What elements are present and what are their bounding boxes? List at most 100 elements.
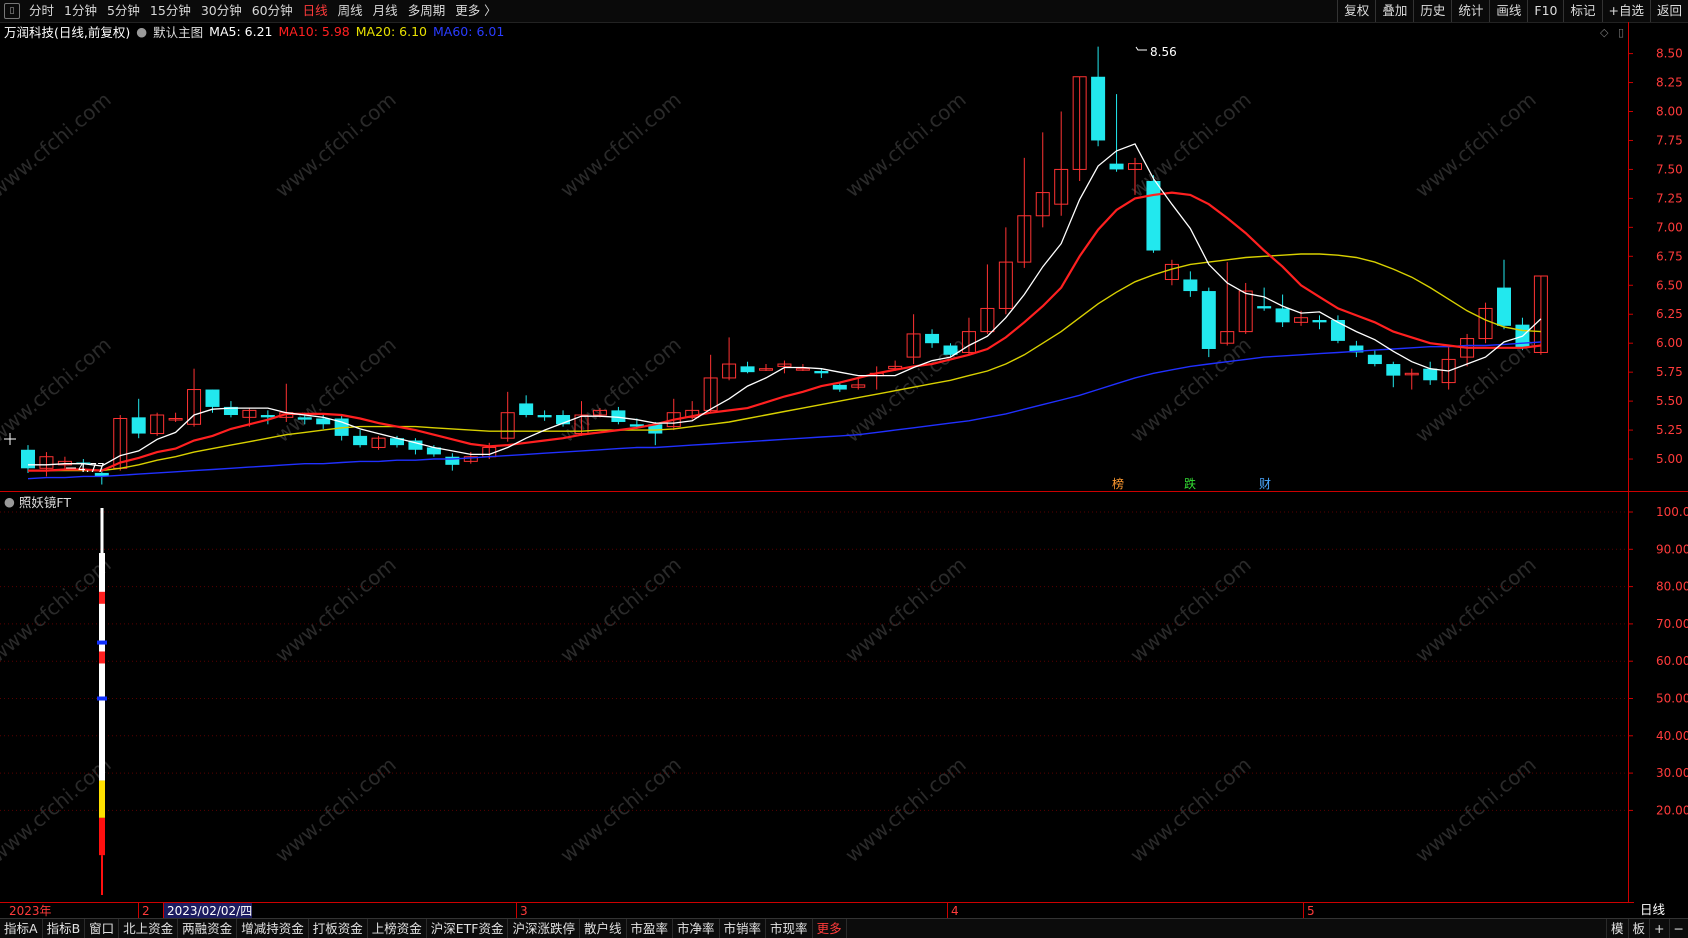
candle-body (925, 333, 940, 344)
period-indicator[interactable]: 日线 (1640, 902, 1666, 917)
price-tick-label: 8.25 (1656, 76, 1683, 90)
toolbar-button-6[interactable]: 标记 (1563, 0, 1601, 22)
bottom-tab-14[interactable]: 市现率 (766, 919, 813, 938)
settings-circle-icon[interactable]: ● (136, 23, 148, 39)
period-tab-5[interactable]: 60分钟 (251, 3, 293, 18)
annotations: 8.56 4.77 榜 跌 财 ◇ ▯ (4, 26, 1624, 491)
bottom-control-3[interactable]: − (1668, 919, 1688, 938)
candle-body (1294, 317, 1309, 323)
toolbar-button-5[interactable]: F10 (1527, 0, 1563, 22)
bottom-tab-10[interactable]: 散户线 (580, 919, 627, 938)
bottom-tab-9[interactable]: 沪深涨跌停 (508, 919, 580, 938)
bottom-tab-12[interactable]: 市净率 (673, 919, 720, 938)
bottom-tab-7[interactable]: 上榜资金 (368, 919, 427, 938)
candle-body (1238, 290, 1253, 333)
period-tab-0[interactable]: 分时 (29, 3, 55, 18)
panel-icon: ▯ (1618, 26, 1624, 39)
period-tab-9[interactable]: 多周期 (407, 3, 446, 18)
candle-body (1017, 215, 1032, 263)
candle-body (1478, 307, 1493, 340)
candle-body (1109, 163, 1124, 170)
price-tick-label: 5.75 (1656, 365, 1683, 379)
candle-body (205, 389, 220, 407)
bottom-tab-0[interactable]: 指标A (0, 919, 43, 938)
period-tabs: ▯ 分时 1分钟 5分钟 15分钟 30分钟 60分钟 日线 周线 月线 多周期 更多 〉 (0, 0, 502, 22)
sub-tick-label: 40.00 (1656, 729, 1688, 743)
watermark-text: www.cfchi.com (840, 87, 970, 202)
sub-tick-label: 20.00 (1656, 803, 1688, 817)
ma60-line (27, 341, 1541, 480)
candle-body (980, 307, 995, 333)
toolbar-button-1[interactable]: 叠加 (1375, 0, 1413, 22)
bottom-tab-2[interactable]: 窗口 (85, 919, 120, 938)
price-tick-label: 7.75 (1656, 133, 1683, 147)
sub-bar-white (99, 553, 105, 781)
settings-circle-icon[interactable]: ● (4, 493, 15, 509)
candle-body (1533, 275, 1548, 353)
bottom-indicator-bar: 指标A 指标B 窗口 北上资金 两融资金 增减持资金 打板资金 上榜资金 沪深ETF资金 沪深涨跌… (0, 918, 1688, 938)
period-tab-4[interactable]: 30分钟 (200, 3, 242, 18)
period-tab-1[interactable]: 1分钟 (64, 3, 97, 18)
high-price-arrow (1135, 46, 1147, 51)
candle-body (1497, 287, 1511, 326)
price-tick-label: 5.00 (1656, 452, 1683, 466)
sub-axis: 100.0 90.00 80.00 70.00 60.00 50.00 40.00 30.00… (1628, 505, 1688, 817)
candle-body (1330, 320, 1345, 341)
candle-body (1146, 181, 1161, 251)
candle-body (1423, 368, 1438, 381)
bottom-tab-13[interactable]: 市销率 (720, 919, 767, 938)
kline-chart[interactable]: www.cfchi.com www.cfchi.com www.cfchi.com w… (0, 0, 1688, 902)
candle-body (223, 406, 238, 416)
period-tab-6[interactable]: 日线 (302, 3, 328, 18)
watermark-text: www.cfchi.com (0, 87, 116, 202)
candle-body (629, 424, 644, 427)
period-tab-3[interactable]: 15分钟 (149, 3, 191, 18)
date-axis: 2023年 2 2023/02/02/四 3 4 5 (0, 902, 1634, 919)
period-tab-8[interactable]: 月线 (372, 3, 398, 18)
candle-body (814, 370, 829, 374)
sub-chart-label[interactable]: 照妖镜FT (18, 494, 72, 510)
price-axis: 8.50 8.25 8.00 7.75 7.50 7.25 7.00 6.75 6.50 6.25… (1628, 47, 1683, 466)
price-tick-label: 7.00 (1656, 220, 1683, 234)
bottom-control-1[interactable]: 板 (1627, 919, 1650, 938)
sub-chart-header: ● 照妖镜FT (0, 493, 72, 510)
ma-lines-layer (27, 143, 1542, 480)
main-chart-label[interactable]: 默认主图 (153, 24, 204, 40)
period-tab-2[interactable]: 5分钟 (106, 3, 140, 18)
toolbar-button-8[interactable]: 返回 (1649, 0, 1688, 22)
bottom-tab-5[interactable]: 增减持资金 (237, 919, 309, 938)
bottom-control-2[interactable]: + (1649, 919, 1668, 938)
date-month-4: 4 (947, 903, 959, 919)
menu-toggle-icon[interactable]: ▯ (4, 3, 20, 19)
sub-bar-yellow (99, 780, 105, 818)
stock-title: 万润科技(日线,前复权) (4, 24, 131, 40)
bottom-tab-8[interactable]: 沪深ETF资金 (427, 919, 509, 938)
toolbar-button-0[interactable]: 复权 (1337, 0, 1375, 22)
watermark-text: www.cfchi.com (0, 552, 116, 667)
toolbar-button-7[interactable]: +自选 (1601, 0, 1650, 22)
bottom-tab-3[interactable]: 北上资金 (119, 919, 179, 938)
toolbar-button-4[interactable]: 画线 (1489, 0, 1527, 22)
bottom-control-0[interactable]: 模 (1606, 919, 1628, 938)
bottom-tab-11[interactable]: 市盈率 (627, 919, 674, 938)
bottom-tab-6[interactable]: 打板资金 (309, 919, 368, 938)
period-tab-7[interactable]: 周线 (337, 3, 363, 18)
sub-bar-red-mark (99, 591, 105, 604)
candle-body (1257, 306, 1272, 309)
candle-body (260, 415, 275, 418)
watermark-text: www.cfchi.com (840, 752, 970, 867)
toolbar-button-2[interactable]: 历史 (1413, 0, 1451, 22)
price-tick-label: 6.50 (1656, 278, 1683, 292)
candle-body (574, 414, 589, 435)
candle-body (1128, 163, 1142, 170)
watermark-text: www.cfchi.com (840, 552, 970, 667)
bottom-tab-4[interactable]: 两融资金 (178, 919, 238, 938)
bottom-tab-15[interactable]: 更多 (813, 919, 847, 938)
candle-body (795, 368, 810, 371)
period-tab-10[interactable]: 更多 〉 (455, 3, 497, 18)
sub-tick-label: 100.0 (1656, 505, 1688, 519)
toolbar-button-3[interactable]: 统计 (1451, 0, 1489, 22)
sub-tick-label: 30.00 (1656, 766, 1688, 780)
candle-body (426, 447, 441, 455)
bottom-tab-1[interactable]: 指标B (43, 919, 86, 938)
